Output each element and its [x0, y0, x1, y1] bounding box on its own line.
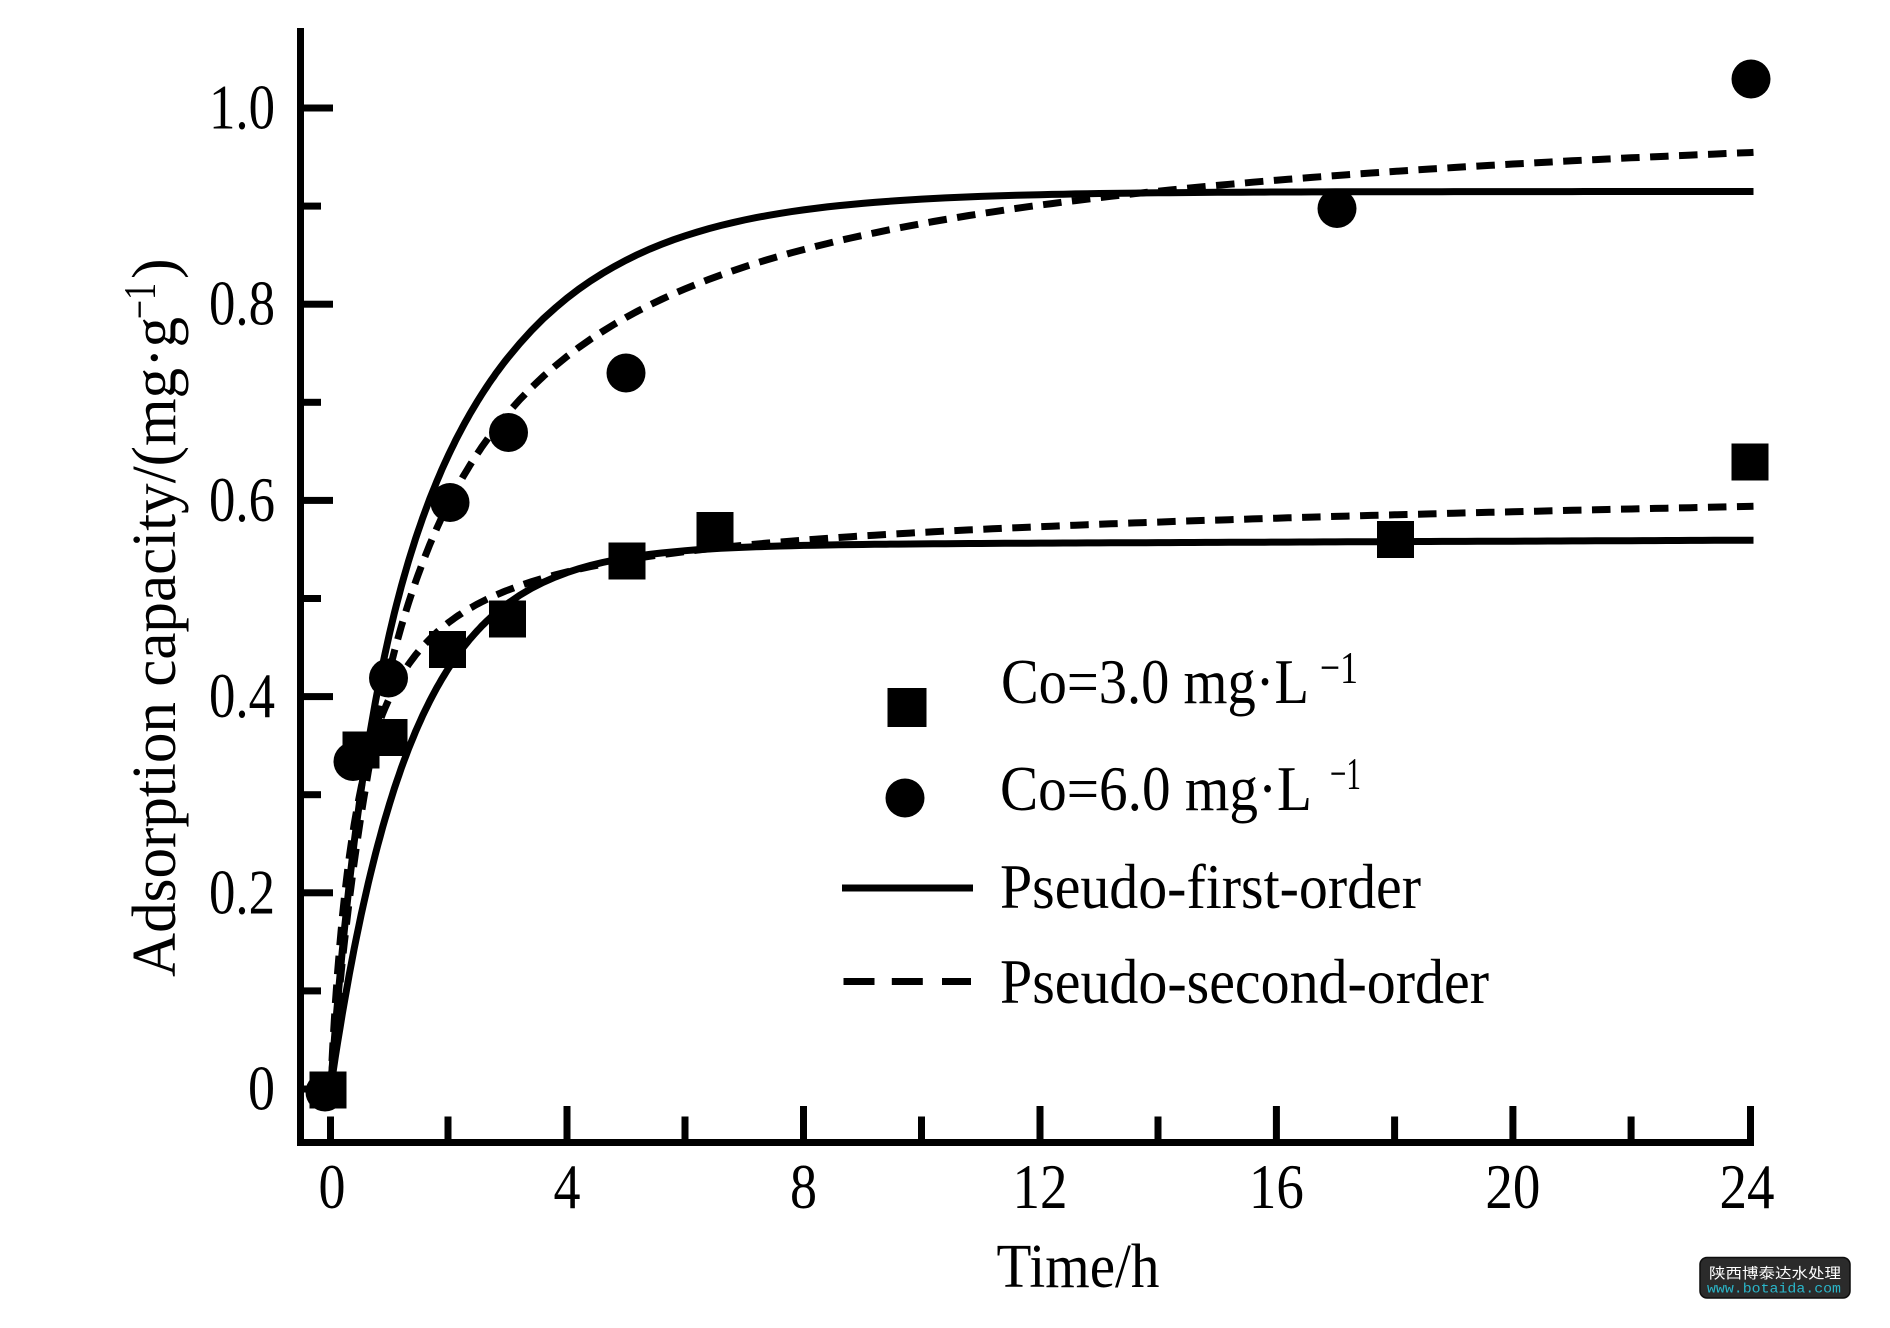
svg-text:4: 4: [554, 1151, 581, 1222]
svg-text:−1: −1: [1330, 748, 1361, 799]
svg-text:0.6: 0.6: [209, 464, 275, 535]
svg-text:www.botaida.com: www.botaida.com: [1707, 1283, 1841, 1298]
svg-text:16: 16: [1249, 1151, 1304, 1222]
svg-text:Co=3.0 mg·L: Co=3.0 mg·L: [1001, 646, 1309, 717]
svg-text:0: 0: [248, 1053, 275, 1124]
svg-text:8: 8: [790, 1151, 817, 1222]
svg-text:陕西博泰达水处理: 陕西博泰达水处理: [1709, 1266, 1842, 1283]
svg-text:): ): [121, 258, 189, 279]
svg-text:−1: −1: [1320, 642, 1358, 693]
svg-text:Co=6.0 mg·L: Co=6.0 mg·L: [1000, 753, 1312, 824]
svg-text:Pseudo-first-order: Pseudo-first-order: [1000, 851, 1421, 922]
svg-text:Adsorption capacity/(mg·g: Adsorption capacity/(mg·g: [121, 317, 189, 977]
svg-text:−1: −1: [114, 283, 165, 319]
svg-text:Time/h: Time/h: [997, 1233, 1160, 1301]
svg-text:0.2: 0.2: [209, 856, 275, 927]
svg-text:0.4: 0.4: [209, 660, 275, 731]
svg-text:0.8: 0.8: [209, 268, 275, 339]
svg-text:12: 12: [1013, 1151, 1068, 1222]
svg-text:0: 0: [319, 1151, 346, 1222]
svg-text:24: 24: [1720, 1151, 1775, 1222]
svg-text:Pseudo-second-order: Pseudo-second-order: [1000, 946, 1489, 1017]
svg-text:20: 20: [1485, 1151, 1540, 1222]
svg-text:1.0: 1.0: [209, 72, 275, 143]
